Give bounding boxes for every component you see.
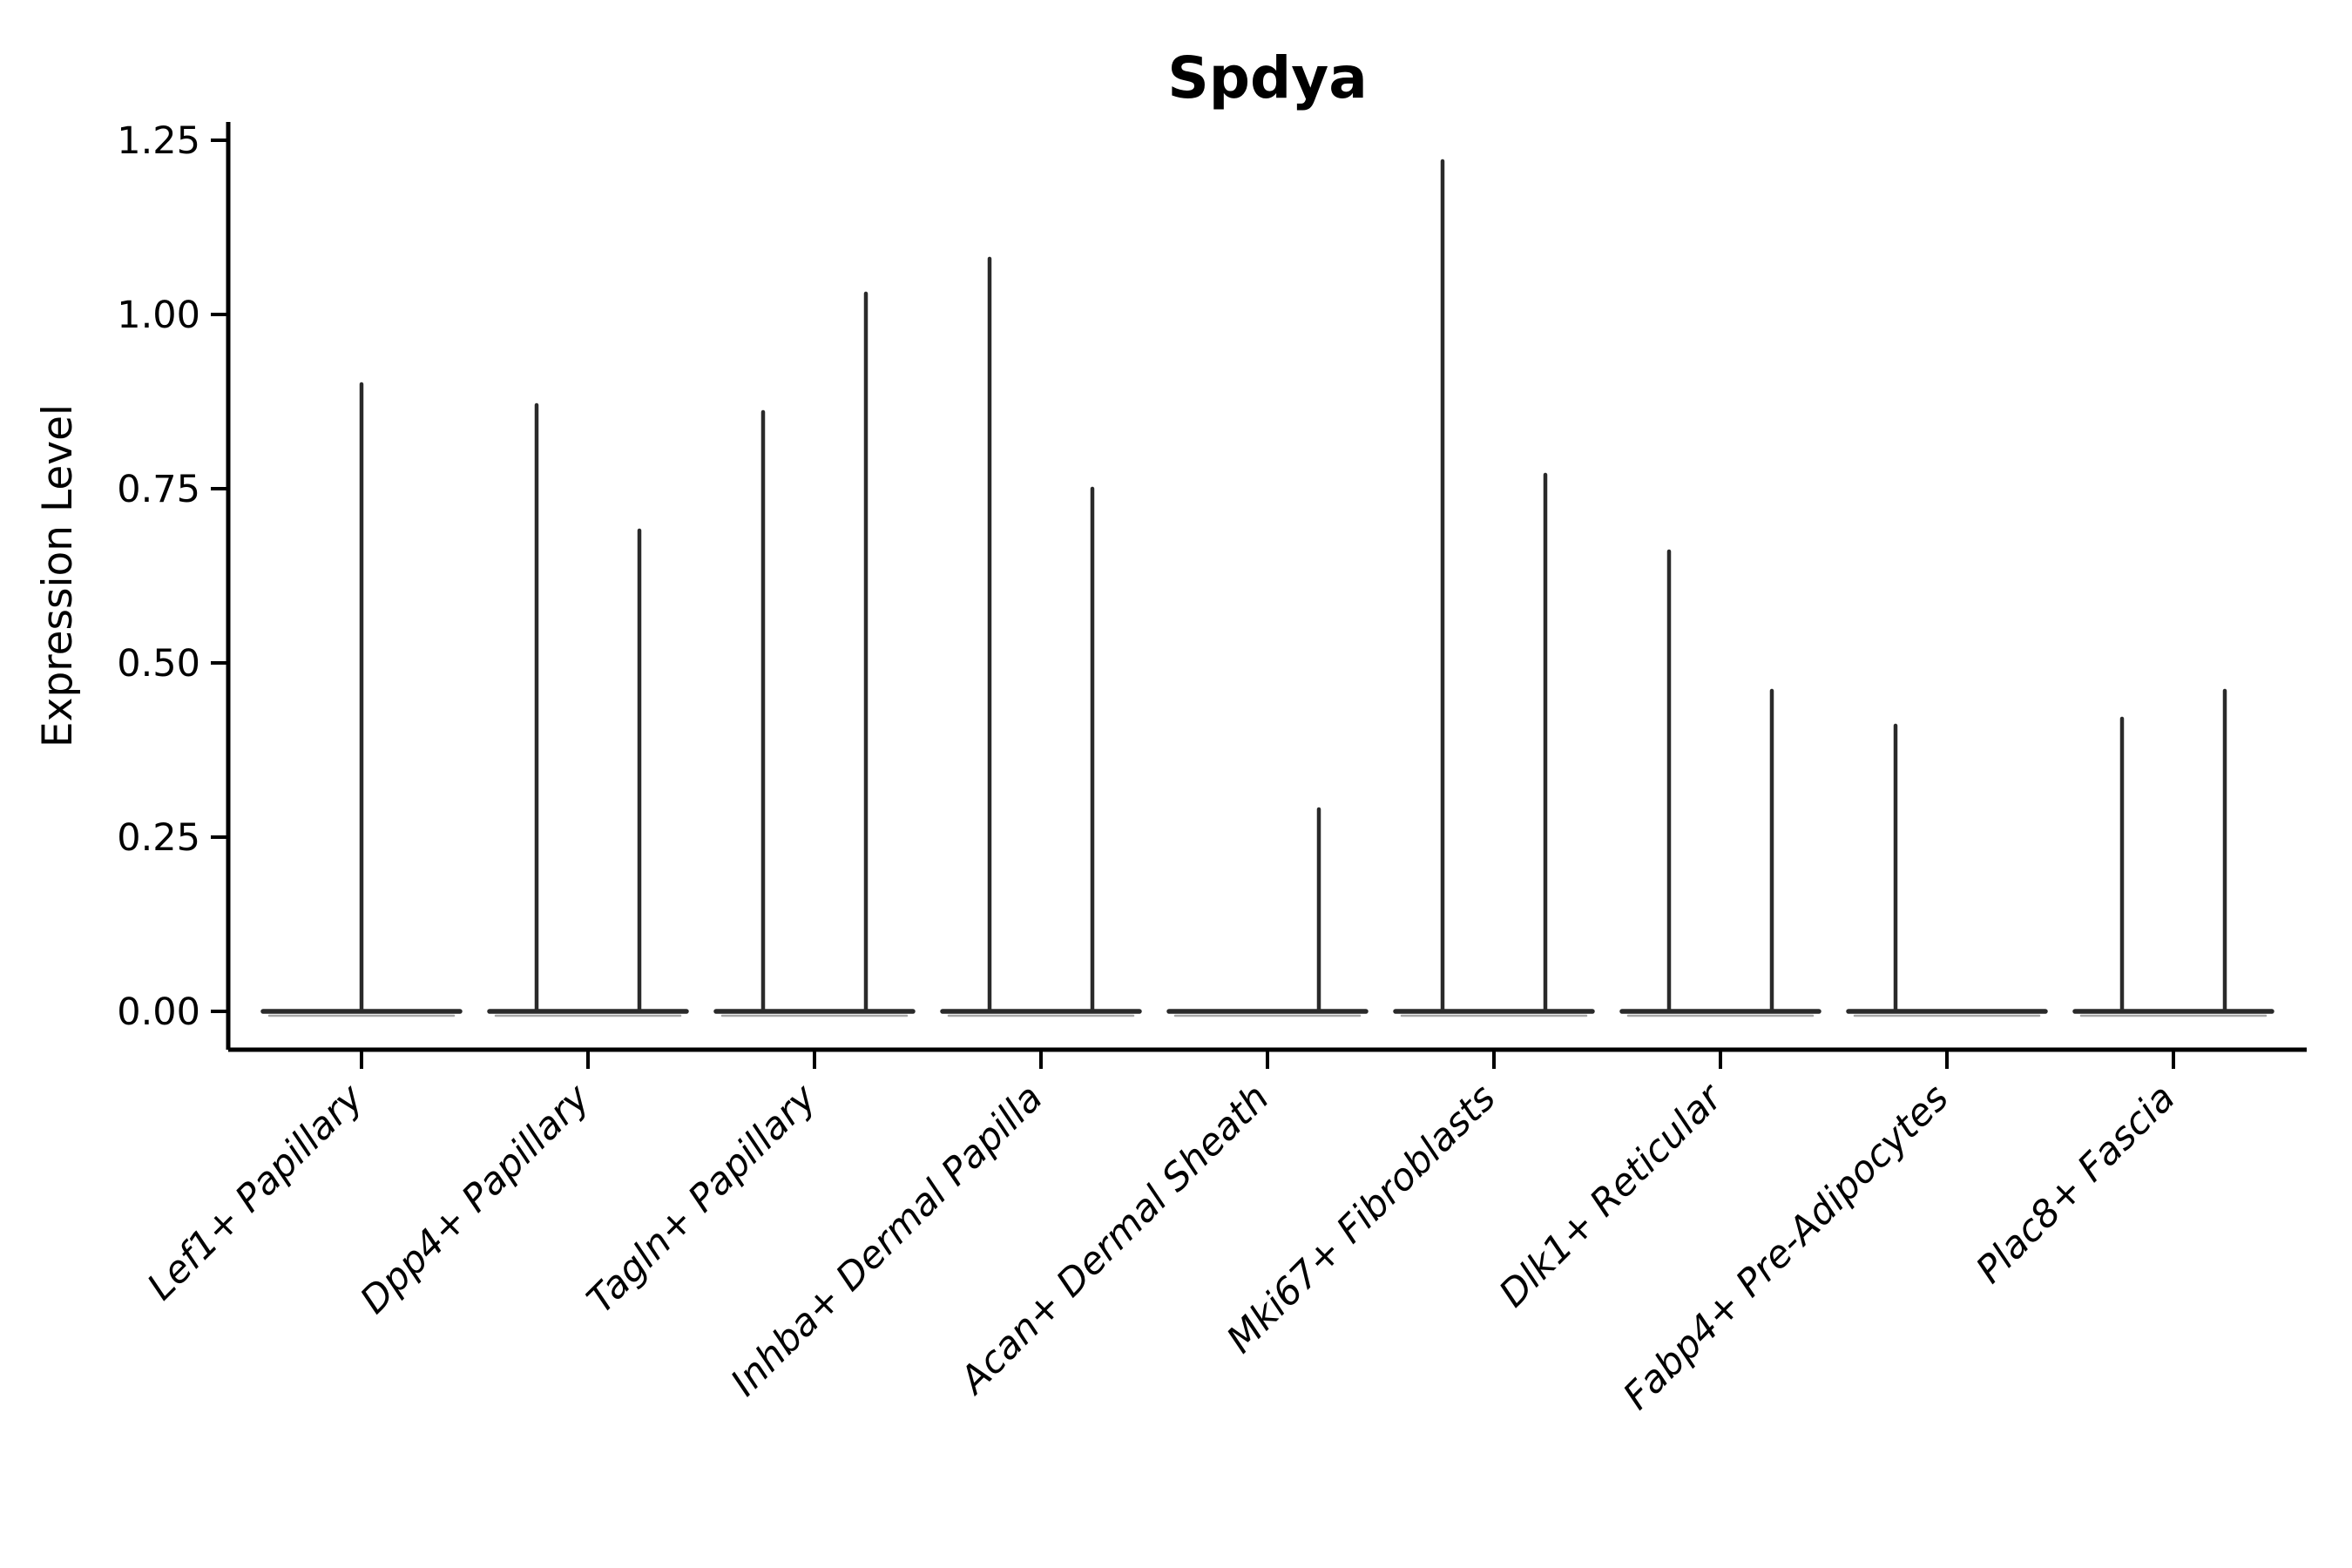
chart-title: Spdya — [1167, 44, 1368, 112]
x-tick-label: Lef1+ Papillary — [139, 1076, 372, 1308]
y-tick-label: 0.25 — [117, 816, 200, 860]
x-tick-label: Dlk1+ Reticular — [1491, 1075, 1733, 1316]
y-tick-label: 0.00 — [117, 990, 200, 1034]
x-tick-label: Dpp4+ Papillary — [352, 1076, 598, 1322]
y-tick-label: 0.75 — [117, 468, 200, 511]
y-tick-label: 1.25 — [117, 119, 200, 163]
y-tick-label: 0.50 — [117, 642, 200, 686]
y-tick-label: 1.00 — [117, 294, 200, 337]
y-axis-ticks: 0.00 0.25 0.50 0.75 1.00 1.25 — [117, 119, 228, 1034]
x-tick-label: Plac8+ Fascia — [1968, 1076, 2184, 1292]
y-axis-label: Expression Level — [34, 404, 82, 747]
violins-group — [260, 159, 2274, 1017]
x-tick-label: Tagln+ Papillary — [579, 1076, 826, 1322]
